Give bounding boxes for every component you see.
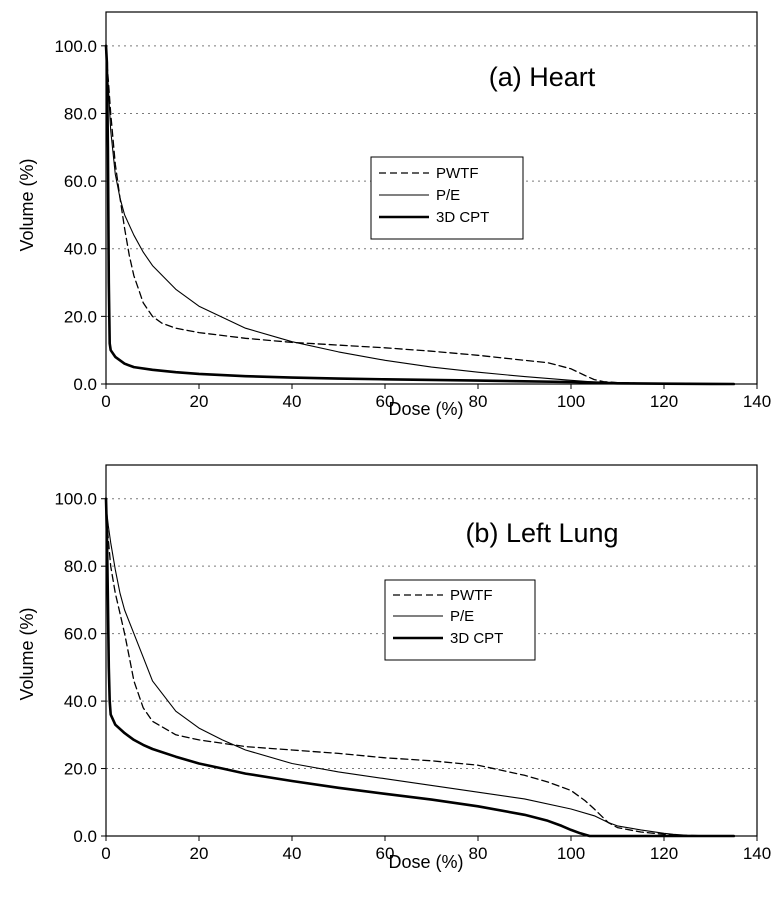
x-tick-label: 100 [557,844,585,863]
x-tick-label: 100 [557,392,585,411]
x-tick-label: 20 [190,392,209,411]
x-tick-label: 60 [376,392,395,411]
x-tick-label: 120 [650,392,678,411]
legend-label: 3D CPT [436,209,489,226]
plot-frame [105,11,758,385]
series-lines [104,44,736,386]
x-tick-label: 120 [650,844,678,863]
panel-heart: 0 20 40 60 80 100 120 140 0.0 20.0 40.0 60.0 80.0 10… [17,11,771,419]
x-axis-ticks: 0 20 40 60 80 100 120 140 [101,384,771,411]
legend-label: P/E [450,608,474,625]
panel-left-lung: 0 20 40 60 80 100 120 140 0.0 20.0 40.0 60.0 80.0 10… [17,464,771,872]
x-tick-label: 80 [469,844,488,863]
x-tick-label: 0 [101,844,110,863]
x-tick-label: 40 [283,844,302,863]
y-tick-label: 100.0 [54,37,97,56]
y-axis-ticks: 0.0 20.0 40.0 60.0 80.0 100.0 [54,37,106,394]
y-tick-label: 40.0 [64,240,97,259]
series-line-pwtf [105,508,735,837]
x-tick-label: 140 [743,844,771,863]
y-tick-label: 0.0 [73,827,97,846]
y-tick-label: 60.0 [64,625,97,644]
legend-entries: PWTF P/E 3D CPT [379,165,489,226]
y-tick-label: 100.0 [54,490,97,509]
x-axis-label: Dose (%) [388,852,463,872]
legend-label: PWTF [436,165,479,182]
x-tick-label: 40 [283,392,302,411]
y-axis-label: Volume (%) [17,607,37,700]
chart-title: (a) Heart [489,62,596,92]
series-line-3d-cpt [104,497,736,838]
x-tick-label: 60 [376,844,395,863]
series-lines [104,497,736,838]
x-tick-label: 0 [101,392,110,411]
legend-entries: PWTF P/E 3D CPT [393,587,503,647]
x-tick-label: 80 [469,392,488,411]
legend-label: PWTF [450,587,493,604]
plot-frame [105,464,758,837]
y-tick-label: 20.0 [64,307,97,326]
y-tick-label: 0.0 [73,375,97,394]
series-line-3d-cpt [104,44,736,386]
x-tick-label: 20 [190,844,209,863]
x-axis-ticks: 0 20 40 60 80 100 120 140 [101,836,771,863]
legend: PWTF P/E 3D CPT [384,579,536,661]
y-tick-label: 40.0 [64,692,97,711]
y-tick-label: 60.0 [64,172,97,191]
legend-box [370,156,524,240]
y-axis-ticks: 0.0 20.0 40.0 60.0 80.0 100.0 [54,490,106,846]
legend: PWTF P/E 3D CPT [370,156,524,240]
y-tick-label: 20.0 [64,760,97,779]
chart-title: (b) Left Lung [465,518,618,548]
legend-label: 3D CPT [450,630,503,647]
y-tick-label: 80.0 [64,557,97,576]
x-tick-label: 140 [743,392,771,411]
x-axis-label: Dose (%) [388,399,463,419]
legend-label: P/E [436,187,460,204]
legend-box [384,579,536,661]
y-axis-label: Volume (%) [17,158,37,251]
series-line-p-e [105,504,735,837]
y-tick-label: 80.0 [64,104,97,123]
